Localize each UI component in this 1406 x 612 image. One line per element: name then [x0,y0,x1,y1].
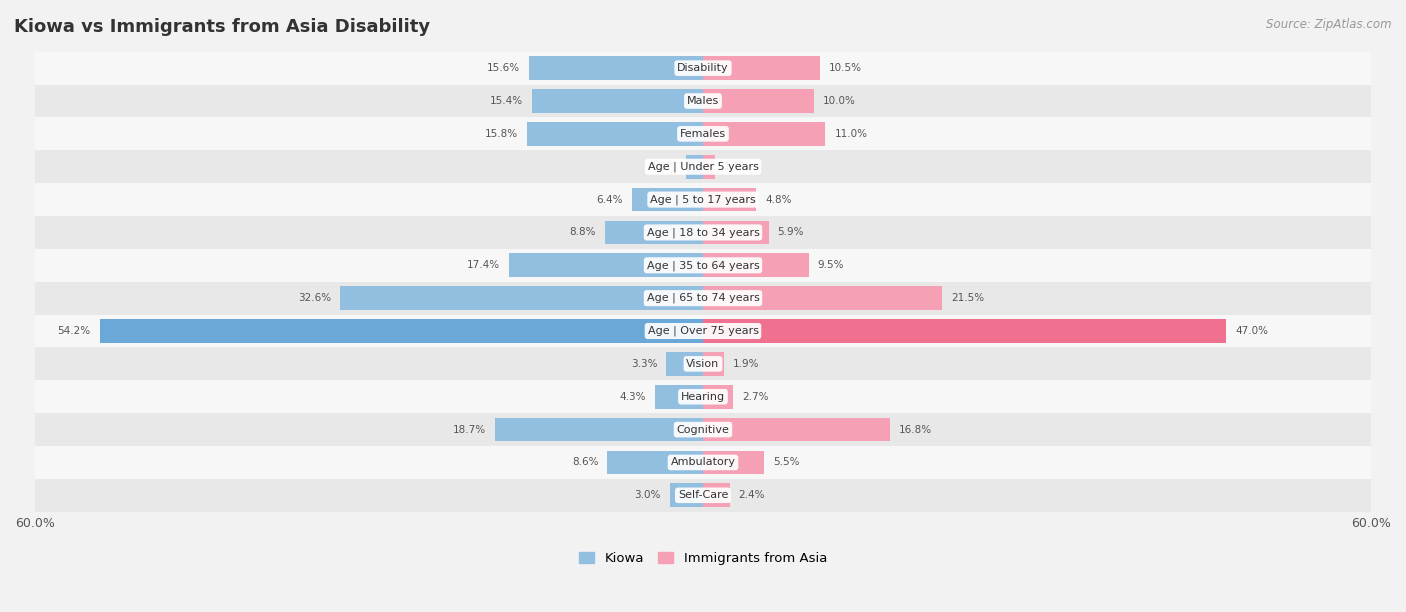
Bar [703,253,808,277]
Text: Age | 35 to 64 years: Age | 35 to 64 years [647,260,759,271]
Bar [35,413,1371,446]
Bar [703,89,814,113]
Text: 4.8%: 4.8% [765,195,792,204]
Text: 2.7%: 2.7% [742,392,769,401]
Text: 5.5%: 5.5% [773,457,800,468]
Text: 15.4%: 15.4% [489,96,523,106]
Text: 10.0%: 10.0% [824,96,856,106]
Text: 15.6%: 15.6% [488,63,520,73]
Bar [703,122,825,146]
Bar [35,446,1371,479]
Bar [703,220,769,244]
Text: 16.8%: 16.8% [898,425,932,435]
Bar [509,253,703,277]
Text: 8.8%: 8.8% [569,228,596,237]
Text: Cognitive: Cognitive [676,425,730,435]
Bar [686,155,703,179]
Text: Vision: Vision [686,359,720,369]
Legend: Kiowa, Immigrants from Asia: Kiowa, Immigrants from Asia [579,552,827,565]
Text: 3.3%: 3.3% [631,359,658,369]
Bar [703,155,716,179]
Text: Age | 65 to 74 years: Age | 65 to 74 years [647,293,759,304]
Text: 54.2%: 54.2% [58,326,90,336]
Bar [703,286,942,310]
Text: 1.1%: 1.1% [724,162,751,172]
Bar [703,385,733,409]
Bar [703,483,730,507]
Text: Females: Females [681,129,725,139]
Text: 10.5%: 10.5% [828,63,862,73]
Bar [35,52,1371,84]
Bar [669,483,703,507]
Bar [35,315,1371,348]
Text: Hearing: Hearing [681,392,725,401]
Text: 18.7%: 18.7% [453,425,486,435]
Text: 1.9%: 1.9% [733,359,759,369]
Text: 15.8%: 15.8% [485,129,519,139]
Text: 17.4%: 17.4% [467,260,501,271]
Text: 8.6%: 8.6% [572,457,599,468]
Text: Self-Care: Self-Care [678,490,728,500]
Bar [35,216,1371,249]
Bar [631,188,703,211]
Text: Kiowa vs Immigrants from Asia Disability: Kiowa vs Immigrants from Asia Disability [14,18,430,36]
Bar [607,450,703,474]
Text: 5.9%: 5.9% [778,228,804,237]
Text: 9.5%: 9.5% [818,260,844,271]
Text: 47.0%: 47.0% [1236,326,1268,336]
Bar [529,56,703,80]
Bar [35,380,1371,413]
Bar [703,418,890,441]
Bar [666,352,703,376]
Bar [340,286,703,310]
Text: 21.5%: 21.5% [952,293,984,303]
Bar [35,282,1371,315]
Bar [531,89,703,113]
Bar [35,84,1371,118]
Bar [527,122,703,146]
Bar [35,151,1371,183]
Bar [605,220,703,244]
Text: Disability: Disability [678,63,728,73]
Bar [35,348,1371,380]
Text: 32.6%: 32.6% [298,293,330,303]
Text: 1.5%: 1.5% [651,162,678,172]
Text: Age | 18 to 34 years: Age | 18 to 34 years [647,227,759,237]
Bar [703,188,756,211]
Text: 4.3%: 4.3% [620,392,647,401]
Text: Source: ZipAtlas.com: Source: ZipAtlas.com [1267,18,1392,31]
Bar [100,319,703,343]
Bar [35,118,1371,151]
Text: 2.4%: 2.4% [738,490,765,500]
Bar [703,319,1226,343]
Text: Age | 5 to 17 years: Age | 5 to 17 years [650,195,756,205]
Bar [35,249,1371,282]
Bar [495,418,703,441]
Bar [703,352,724,376]
Bar [35,183,1371,216]
Text: 6.4%: 6.4% [596,195,623,204]
Text: 3.0%: 3.0% [634,490,661,500]
Bar [703,450,765,474]
Text: Age | Over 75 years: Age | Over 75 years [648,326,758,336]
Bar [35,479,1371,512]
Bar [703,56,820,80]
Text: Males: Males [688,96,718,106]
Text: Age | Under 5 years: Age | Under 5 years [648,162,758,172]
Bar [655,385,703,409]
Text: Ambulatory: Ambulatory [671,457,735,468]
Text: 11.0%: 11.0% [834,129,868,139]
